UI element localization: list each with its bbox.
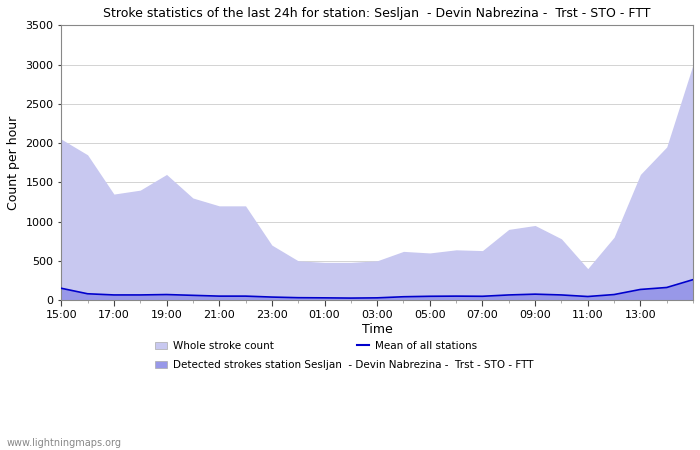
Text: www.lightningmaps.org: www.lightningmaps.org: [7, 438, 122, 448]
X-axis label: Time: Time: [362, 323, 393, 336]
Y-axis label: Count per hour: Count per hour: [7, 116, 20, 210]
Legend: Detected strokes station Sesljan  - Devin Nabrezina -  Trst - STO - FTT: Detected strokes station Sesljan - Devin…: [155, 360, 533, 370]
Title: Stroke statistics of the last 24h for station: Sesljan  - Devin Nabrezina -  Trs: Stroke statistics of the last 24h for st…: [104, 7, 651, 20]
